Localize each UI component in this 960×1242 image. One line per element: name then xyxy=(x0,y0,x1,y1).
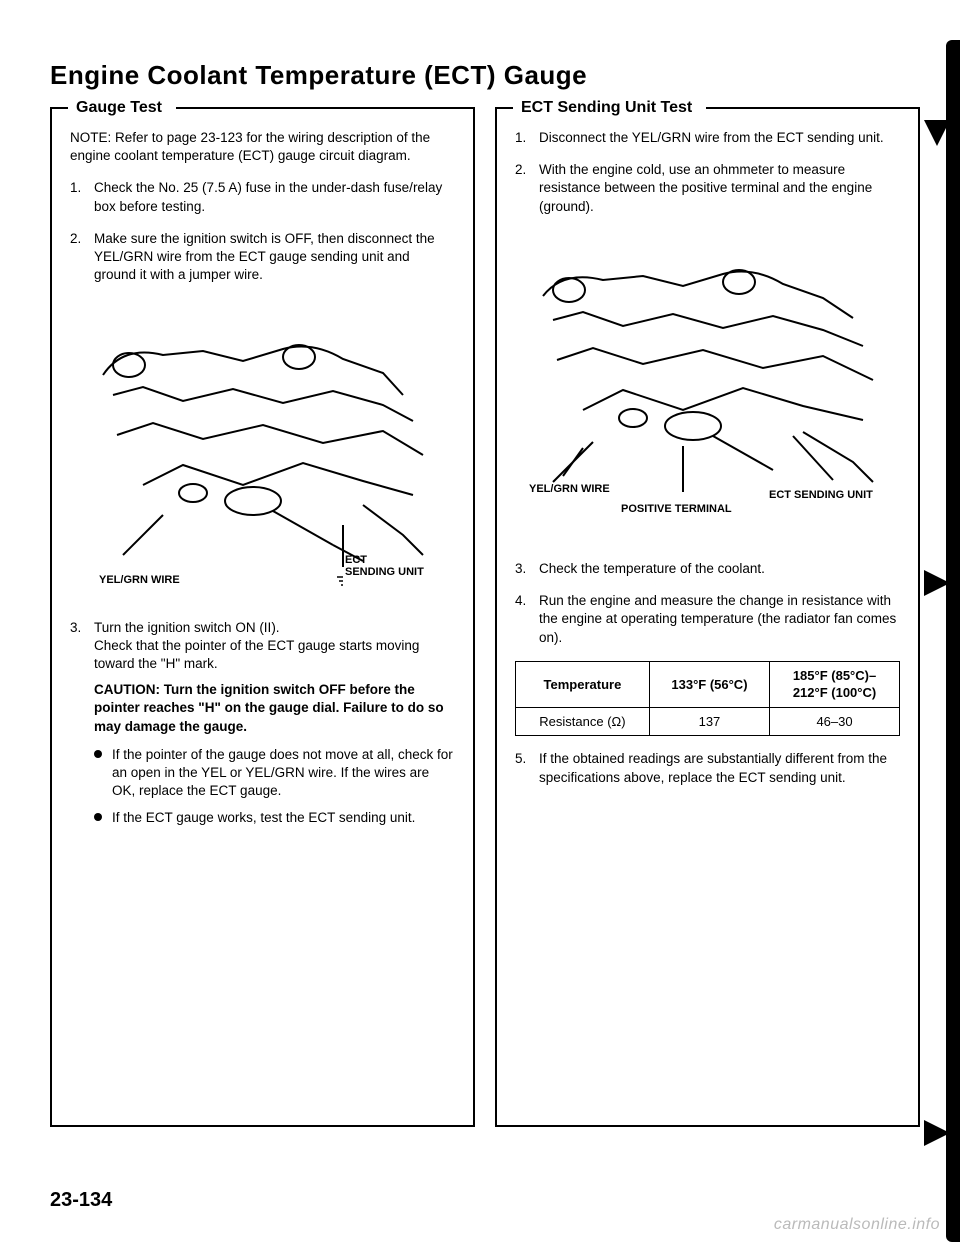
ect-step-5-num: 5. xyxy=(515,750,526,768)
gauge-test-title: Gauge Test xyxy=(68,97,176,119)
ect-step-4-text: Run the engine and measure the change in… xyxy=(539,593,896,644)
ect-step-3-text: Check the temperature of the coolant. xyxy=(539,561,765,576)
step-3-lead: Turn the ignition switch ON (II). xyxy=(94,620,280,635)
bullet-2: If the ECT gauge works, test the ECT sen… xyxy=(94,809,455,827)
ect-step-1: Disconnect the YEL/GRN wire from the ECT… xyxy=(515,129,900,147)
gauge-diagram: YEL/GRN WIRE ECT SENDING UNIT xyxy=(70,305,455,595)
engine-line-drawing-icon: YEL/GRN WIRE ECT SENDING UNIT xyxy=(83,305,443,595)
engine-line-drawing-icon: YEL/GRN WIRE POSITIVE TERMINAL ECT SENDI… xyxy=(523,236,893,536)
gauge-steps-1-2: Check the No. 25 (7.5 A) fuse in the und… xyxy=(70,179,455,284)
caution-text: CAUTION: Turn the ignition switch OFF be… xyxy=(94,681,455,736)
col-temperature: Temperature xyxy=(516,661,650,707)
bullet-1: If the pointer of the gauge does not mov… xyxy=(94,746,455,801)
cell-46-30: 46–30 xyxy=(770,707,900,736)
col-133f: 133°F (56°C) xyxy=(649,661,769,707)
step-3-bullets: If the pointer of the gauge does not mov… xyxy=(94,746,455,827)
diagram-wire-label: YEL/GRN WIRE xyxy=(99,574,180,586)
ect-step-3-num: 3. xyxy=(515,560,526,578)
ect-steps-1-2: Disconnect the YEL/GRN wire from the ECT… xyxy=(515,129,900,216)
step-1: Check the No. 25 (7.5 A) fuse in the und… xyxy=(70,179,455,215)
page-title: Engine Coolant Temperature (ECT) Gauge xyxy=(50,60,920,91)
resistance-table: Temperature 133°F (56°C) 185°F (85°C)– 2… xyxy=(515,661,900,737)
col-185f: 185°F (85°C)– 212°F (100°C) xyxy=(770,661,900,707)
step-3: 3. Turn the ignition switch ON (II). Che… xyxy=(70,619,455,827)
ect-step-5-text: If the obtained readings are substantial… xyxy=(539,751,887,784)
ect-diagram-unit-label: ECT SENDING UNIT xyxy=(769,489,873,501)
step-3-body: Check that the pointer of the ECT gauge … xyxy=(94,638,419,671)
diagram-ect-label-1: ECT xyxy=(345,554,367,566)
cell-resistance-label: Resistance (Ω) xyxy=(516,707,650,736)
ect-step-5: 5. If the obtained readings are substant… xyxy=(515,750,900,786)
gauge-test-panel: Gauge Test NOTE: Refer to page 23-123 fo… xyxy=(50,107,475,1127)
watermark: carmanualsonline.info xyxy=(774,1216,940,1234)
ect-step-3: 3. Check the temperature of the coolant. xyxy=(515,560,900,578)
ect-step-2: With the engine cold, use an ohmmeter to… xyxy=(515,161,900,216)
ect-diagram-wire-label: YEL/GRN WIRE xyxy=(529,483,610,495)
note-text: NOTE: Refer to page 23-123 for the wirin… xyxy=(70,129,455,165)
table-header-row: Temperature 133°F (56°C) 185°F (85°C)– 2… xyxy=(516,661,900,707)
ect-sending-unit-panel: ECT Sending Unit Test Disconnect the YEL… xyxy=(495,107,920,1127)
page-number: 23-134 xyxy=(50,1189,112,1212)
step-3-number: 3. xyxy=(70,619,81,637)
ect-step-4: 4. Run the engine and measure the change… xyxy=(515,592,900,647)
ect-diagram: YEL/GRN WIRE POSITIVE TERMINAL ECT SENDI… xyxy=(515,236,900,536)
binder-edge xyxy=(946,40,960,1242)
diagram-ect-label-2: SENDING UNIT xyxy=(345,566,424,578)
cell-137: 137 xyxy=(649,707,769,736)
ect-diagram-terminal-label: POSITIVE TERMINAL xyxy=(621,503,732,515)
ect-step-4-num: 4. xyxy=(515,592,526,610)
step-2: Make sure the ignition switch is OFF, th… xyxy=(70,230,455,285)
content-columns: Gauge Test NOTE: Refer to page 23-123 fo… xyxy=(50,107,920,1127)
ect-sending-title: ECT Sending Unit Test xyxy=(513,97,706,119)
table-row: Resistance (Ω) 137 46–30 xyxy=(516,707,900,736)
